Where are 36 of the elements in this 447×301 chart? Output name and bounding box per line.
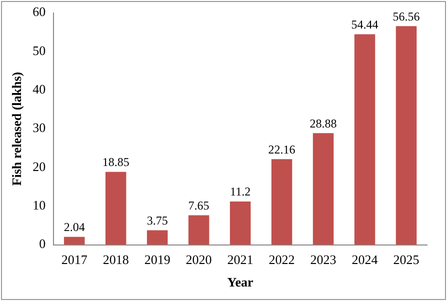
- data-label: 2.04: [64, 220, 85, 234]
- x-tick-label: 2023: [310, 252, 336, 268]
- bar: [312, 133, 334, 245]
- bar: [271, 159, 292, 245]
- x-tick-label: 2024: [352, 252, 378, 268]
- data-label: 54.44: [351, 17, 378, 32]
- x-tick-label: 2025: [393, 252, 420, 268]
- data-label: 11.2: [230, 184, 251, 199]
- y-tick-label: 0: [39, 236, 46, 252]
- bar: [105, 172, 126, 245]
- data-label: 56.56: [392, 9, 420, 24]
- y-axis-title: Fish released (lakhs): [9, 72, 24, 186]
- bar: [188, 215, 210, 245]
- y-tick-label: 50: [32, 42, 46, 58]
- x-tick-label: 2017: [61, 252, 88, 268]
- bar: [230, 201, 251, 245]
- bar: [396, 26, 417, 245]
- x-tick-label: 2019: [144, 252, 170, 268]
- bar: [146, 230, 168, 245]
- data-label: 28.88: [310, 116, 337, 130]
- x-tick-label: 2018: [102, 252, 129, 268]
- data-label: 3.75: [146, 213, 168, 228]
- x-tick-label: 2022: [268, 252, 295, 268]
- bar: [354, 34, 376, 245]
- y-tick-label: 20: [32, 158, 46, 174]
- data-label: 18.85: [102, 155, 130, 170]
- y-tick-label: 40: [32, 82, 46, 97]
- data-label: 7.65: [188, 198, 210, 212]
- x-tick-label: 2021: [227, 252, 254, 268]
- data-label: 22.16: [268, 142, 296, 156]
- y-tick-label: 10: [32, 198, 46, 213]
- x-axis-title: Year: [227, 274, 254, 290]
- y-tick-label: 30: [32, 120, 46, 136]
- bar: [64, 236, 85, 245]
- x-tick-label: 2020: [186, 252, 212, 268]
- y-tick-label: 60: [32, 4, 46, 20]
